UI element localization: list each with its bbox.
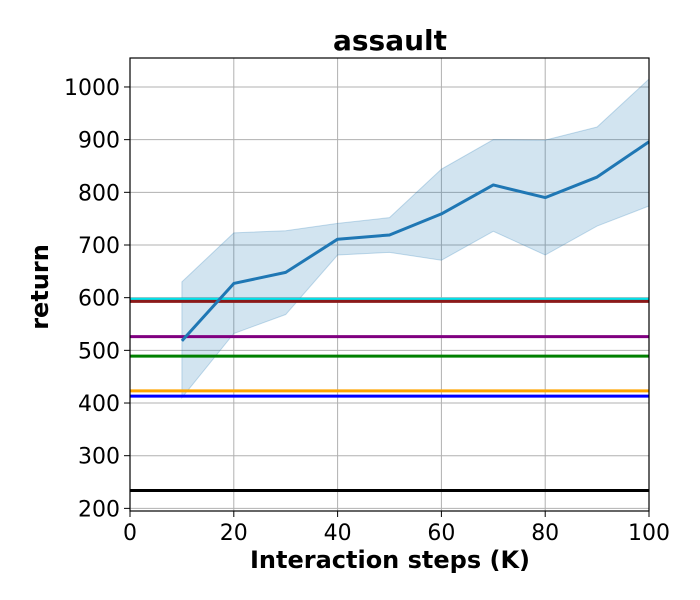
y-axis-ticks: 200 300 400 500 600 700 800 900 1000 [64, 76, 130, 522]
x-tick-label: 60 [427, 521, 455, 546]
x-axis-ticks: 0 20 40 60 80 100 [123, 511, 670, 546]
y-tick-label: 600 [78, 287, 120, 312]
y-tick-label: 400 [78, 392, 120, 417]
baseline-layer [130, 297, 649, 492]
x-axis-label: Interaction steps (K) [250, 546, 530, 574]
x-tick-label: 80 [531, 521, 559, 546]
y-tick-label: 200 [78, 497, 120, 522]
y-tick-label: 900 [78, 129, 120, 154]
plot-frame [129, 57, 650, 512]
y-tick-label: 700 [78, 234, 120, 259]
series-layer [180, 140, 650, 342]
y-tick-label: 1000 [64, 76, 120, 101]
y-tick-label: 800 [78, 181, 120, 206]
x-tick-label: 0 [123, 521, 137, 546]
y-tick-label: 500 [78, 339, 120, 364]
x-tick-label: 20 [220, 521, 248, 546]
series-line [180, 140, 650, 342]
x-tick-label: 40 [324, 521, 352, 546]
x-tick-label: 100 [628, 521, 670, 546]
y-tick-label: 300 [78, 445, 120, 470]
y-axis-label: return [26, 244, 54, 330]
chart-title: assault [333, 24, 447, 57]
